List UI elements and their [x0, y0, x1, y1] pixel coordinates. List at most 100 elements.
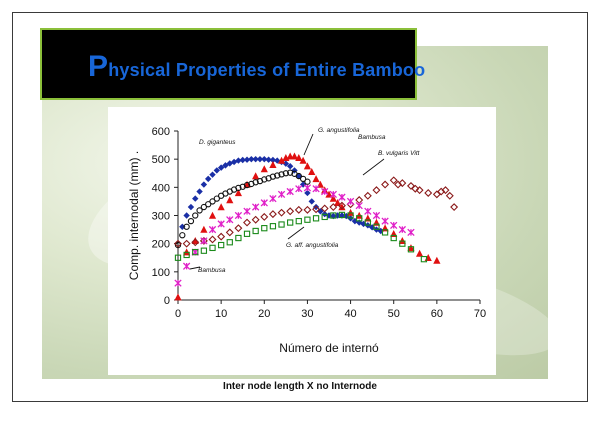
data-point — [356, 215, 363, 222]
data-point — [269, 161, 277, 168]
data-point — [364, 207, 372, 215]
data-point — [183, 251, 190, 259]
y-tick-label: 400 — [152, 182, 170, 194]
data-point — [260, 165, 268, 173]
y-tick-label: 300 — [152, 211, 170, 223]
data-point — [312, 203, 320, 211]
slide-caption: Inter node length X no Internode — [223, 381, 377, 392]
data-point — [363, 191, 372, 200]
data-point — [196, 188, 203, 195]
data-point — [325, 212, 333, 219]
data-point — [424, 188, 433, 197]
data-point — [346, 197, 355, 206]
data-point — [372, 211, 381, 220]
data-point — [299, 175, 307, 183]
data-point — [308, 168, 316, 176]
data-point — [200, 225, 208, 233]
data-point — [294, 205, 303, 214]
data-point — [191, 237, 199, 245]
data-point — [217, 232, 226, 241]
data-point — [312, 205, 321, 214]
data-point — [287, 219, 294, 226]
annotation-angustifolia: G. angustifolia — [318, 127, 360, 134]
data-point — [308, 198, 315, 205]
data-point — [291, 167, 298, 174]
data-point — [187, 203, 195, 211]
data-point — [286, 163, 294, 170]
data-point — [277, 208, 286, 217]
data-point — [321, 187, 329, 196]
data-point — [420, 256, 428, 263]
data-point — [416, 249, 424, 257]
data-point — [252, 227, 259, 235]
data-point — [441, 186, 450, 195]
data-point — [265, 156, 272, 163]
data-point — [226, 239, 233, 246]
data-point — [217, 203, 225, 211]
data-point — [205, 201, 212, 208]
annotation-angustifolia-pointer — [303, 133, 314, 156]
data-point — [243, 207, 251, 215]
x-tick-label: 20 — [258, 308, 270, 320]
data-point — [304, 216, 311, 223]
data-point — [200, 181, 208, 188]
data-point — [235, 157, 242, 164]
data-point — [325, 190, 333, 198]
y-tick-label: 600 — [152, 126, 170, 138]
data-point — [208, 235, 217, 244]
data-point — [312, 175, 320, 183]
data-point — [261, 155, 268, 163]
data-point — [312, 185, 320, 193]
y-tick-label: 100 — [152, 267, 170, 279]
data-point — [433, 256, 441, 264]
data-point — [338, 193, 346, 201]
data-point — [355, 196, 364, 204]
data-point — [269, 173, 277, 180]
x-tick-label: 70 — [474, 308, 486, 320]
data-point — [406, 181, 415, 190]
data-point — [287, 169, 294, 176]
chart-svg: 0 10 20 30 40 50 60 70 0 100 200 300 400 500 600 Númer… — [127, 126, 486, 355]
data-point — [424, 253, 432, 261]
data-point — [209, 244, 216, 252]
data-point — [295, 217, 302, 225]
annotation-bambusa-top: Bambusa — [358, 134, 386, 141]
x-tick-label: 60 — [431, 308, 443, 320]
data-point — [364, 219, 371, 226]
data-point — [381, 217, 389, 225]
data-point — [278, 221, 285, 228]
data-point — [295, 185, 303, 193]
data-point — [269, 156, 277, 164]
data-point — [390, 221, 398, 230]
data-point — [251, 203, 260, 211]
data-point — [320, 204, 329, 213]
data-point — [252, 172, 260, 180]
data-point — [269, 223, 277, 230]
data-point — [398, 179, 407, 188]
y-tick-label: 500 — [152, 154, 170, 166]
data-point — [174, 239, 182, 248]
data-point — [304, 178, 311, 185]
data-point — [174, 293, 182, 301]
data-point — [304, 189, 311, 197]
data-point — [252, 155, 259, 163]
x-tick-label: 30 — [301, 308, 313, 320]
data-point — [381, 229, 389, 236]
data-point — [200, 247, 208, 254]
data-point — [179, 223, 186, 230]
data-point — [274, 157, 281, 164]
data-point — [205, 175, 212, 183]
data-point — [235, 234, 242, 242]
annotation-aff-angustifolia-pointer — [287, 226, 305, 240]
data-point — [209, 198, 216, 205]
data-point — [243, 230, 251, 237]
slide-title: Physical Properties of Entire Bamboo — [88, 50, 425, 84]
data-point — [399, 240, 406, 247]
data-point — [303, 205, 312, 214]
title-initial: P — [88, 50, 109, 83]
x-tick-label: 10 — [215, 308, 227, 320]
data-point — [381, 180, 390, 189]
data-point — [226, 216, 234, 224]
data-point — [355, 201, 363, 210]
annotation-vulgaris: B. vulgaris Vitt — [378, 150, 421, 157]
